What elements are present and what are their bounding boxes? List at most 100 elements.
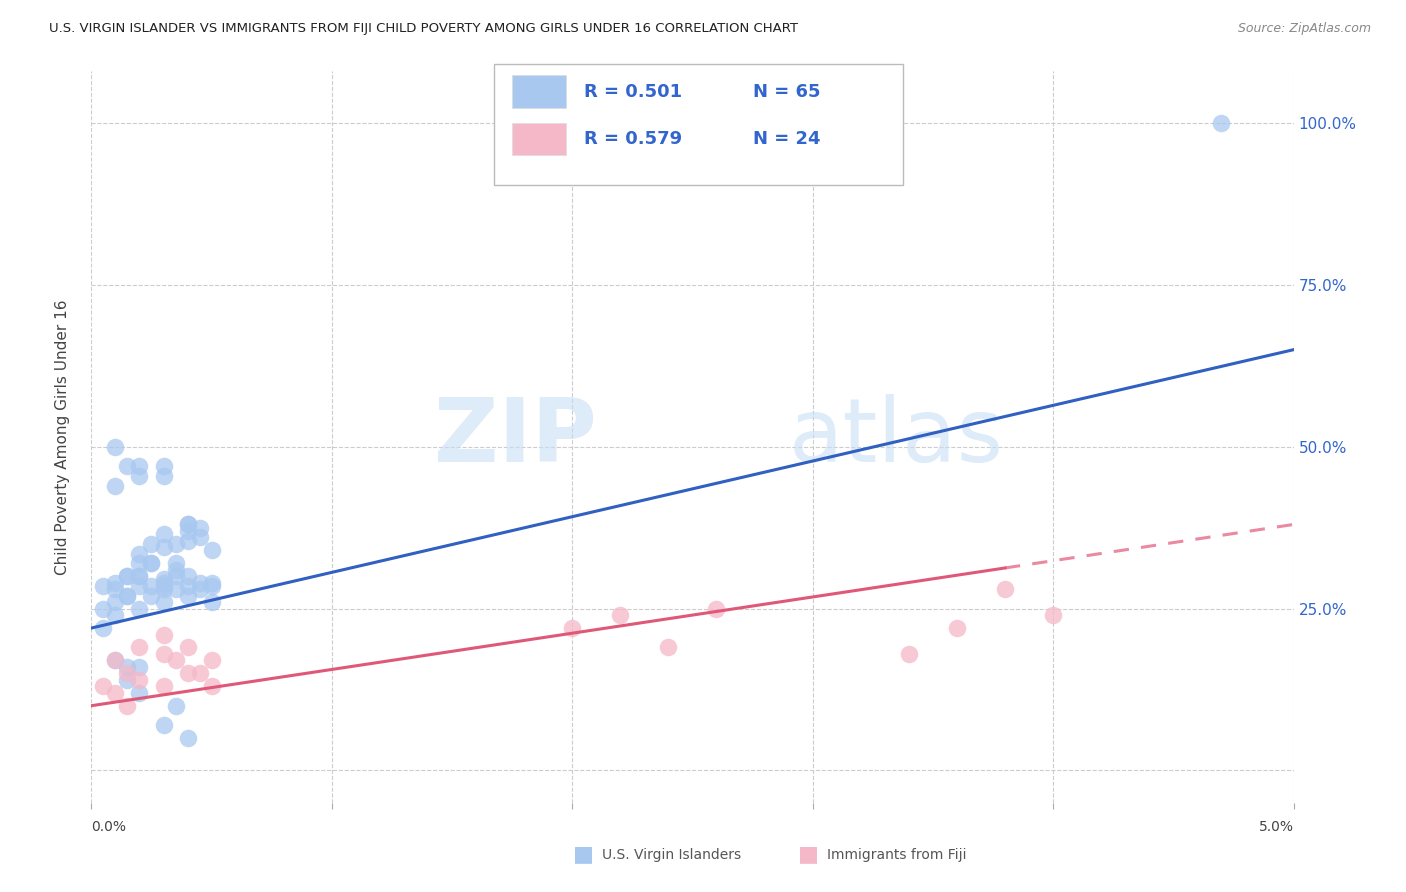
Point [128, 569, 150, 583]
Point [104, 686, 127, 700]
Point [117, 698, 139, 713]
Point [141, 537, 163, 551]
Text: 0.0%: 0.0% [91, 821, 127, 834]
Point [152, 627, 174, 641]
Text: N = 24: N = 24 [752, 130, 820, 148]
Point [141, 589, 163, 603]
Point [176, 517, 198, 532]
Point [104, 653, 127, 667]
Point [117, 569, 139, 583]
Point [165, 557, 187, 571]
Point [117, 569, 139, 583]
Point [117, 459, 139, 474]
Point [104, 582, 127, 597]
Point [201, 653, 224, 667]
Point [128, 547, 150, 561]
Point [152, 679, 174, 693]
Text: U.S. VIRGIN ISLANDER VS IMMIGRANTS FROM FIJI CHILD POVERTY AMONG GIRLS UNDER 16 : U.S. VIRGIN ISLANDER VS IMMIGRANTS FROM … [49, 22, 799, 36]
Point [176, 569, 198, 583]
Text: R = 0.579: R = 0.579 [585, 130, 682, 148]
Text: atlas: atlas [789, 393, 1004, 481]
Point [117, 589, 139, 603]
Point [93, 601, 115, 615]
Point [609, 608, 631, 623]
Point [897, 647, 920, 661]
Point [152, 540, 174, 554]
Point [128, 640, 150, 655]
Point [165, 582, 187, 597]
Point [946, 621, 969, 635]
Point [128, 686, 150, 700]
Point [152, 595, 174, 609]
Point [165, 653, 187, 667]
Point [152, 459, 174, 474]
Text: ■: ■ [799, 845, 818, 864]
Text: 5.0%: 5.0% [1258, 821, 1294, 834]
Point [152, 469, 174, 483]
Text: ZIP: ZIP [433, 393, 596, 481]
Point [128, 557, 150, 571]
Point [994, 582, 1017, 597]
Point [117, 666, 139, 681]
Point [176, 517, 198, 532]
Point [165, 569, 187, 583]
Point [141, 557, 163, 571]
Point [104, 478, 127, 492]
Point [201, 679, 224, 693]
Point [141, 579, 163, 593]
Point [165, 537, 187, 551]
Text: U.S. Virgin Islanders: U.S. Virgin Islanders [602, 847, 741, 862]
Point [176, 640, 198, 655]
Point [104, 653, 127, 667]
Point [104, 575, 127, 590]
Point [128, 469, 150, 483]
Point [117, 589, 139, 603]
Point [128, 601, 150, 615]
Text: Source: ZipAtlas.com: Source: ZipAtlas.com [1237, 22, 1371, 36]
Point [176, 589, 198, 603]
Point [201, 575, 224, 590]
Point [128, 579, 150, 593]
Point [1211, 116, 1233, 130]
Point [93, 621, 115, 635]
Point [176, 666, 198, 681]
Point [657, 640, 679, 655]
Point [128, 660, 150, 674]
Point [93, 679, 115, 693]
Point [141, 557, 163, 571]
Point [176, 731, 198, 745]
Point [201, 595, 224, 609]
Point [104, 595, 127, 609]
Point [104, 440, 127, 454]
Point [152, 527, 174, 541]
Text: Immigrants from Fiji: Immigrants from Fiji [827, 847, 966, 862]
Point [188, 521, 211, 535]
FancyBboxPatch shape [512, 75, 567, 108]
Point [152, 575, 174, 590]
Point [188, 530, 211, 544]
Point [152, 579, 174, 593]
Point [176, 524, 198, 538]
Text: N = 65: N = 65 [752, 83, 820, 101]
Point [104, 608, 127, 623]
Text: ■: ■ [574, 845, 593, 864]
Point [1042, 608, 1064, 623]
Point [165, 563, 187, 577]
Point [128, 459, 150, 474]
Point [201, 579, 224, 593]
Point [152, 718, 174, 732]
Point [561, 621, 583, 635]
Point [117, 660, 139, 674]
Point [165, 698, 187, 713]
Point [176, 533, 198, 548]
Point [706, 601, 728, 615]
Point [128, 673, 150, 687]
Point [93, 579, 115, 593]
Point [152, 582, 174, 597]
Point [188, 582, 211, 597]
Point [176, 579, 198, 593]
Text: R = 0.501: R = 0.501 [585, 83, 682, 101]
Point [201, 543, 224, 558]
Point [128, 569, 150, 583]
Point [117, 673, 139, 687]
